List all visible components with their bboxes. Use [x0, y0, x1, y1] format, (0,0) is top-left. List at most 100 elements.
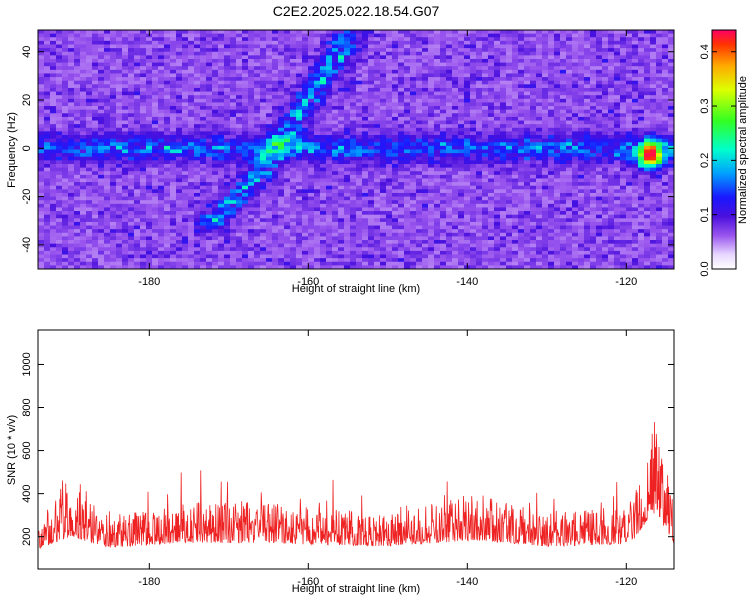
heatmap-cell	[146, 91, 153, 96]
heatmap-cell	[80, 243, 87, 248]
heatmap-cell	[74, 98, 81, 104]
heatmap-cell	[74, 55, 81, 60]
heatmap-cell	[134, 62, 141, 67]
heatmap-cell	[224, 221, 231, 227]
heatmap-cell	[110, 171, 117, 176]
heatmap-cell	[410, 207, 417, 212]
heatmap-cell	[218, 258, 225, 263]
heatmap-cell	[452, 55, 459, 60]
heatmap-cell	[356, 66, 363, 71]
heatmap-cell	[188, 102, 195, 107]
heatmap-cell	[272, 138, 279, 143]
heatmap-cell	[434, 211, 441, 216]
heatmap-cell	[308, 232, 315, 238]
heatmap-cell	[74, 229, 81, 234]
heatmap-cell	[278, 142, 285, 147]
heatmap-cell	[416, 51, 423, 56]
heatmap-cell	[140, 153, 147, 158]
heatmap-cell	[92, 120, 99, 125]
heatmap-cell	[362, 98, 369, 104]
heatmap-cell	[290, 218, 297, 223]
heatmap-cell	[476, 135, 483, 140]
heatmap-cell	[368, 102, 375, 107]
heatmap-cell	[104, 30, 111, 35]
heatmap-cell	[380, 124, 387, 129]
heatmap-cell	[470, 102, 477, 107]
heatmap-cell	[338, 91, 345, 96]
heatmap-cell	[278, 203, 285, 209]
heatmap-cell	[278, 48, 285, 53]
heatmap-cell	[278, 221, 285, 227]
heatmap-cell	[404, 106, 411, 111]
heatmap-cell	[146, 48, 153, 53]
heatmap-cell	[386, 95, 393, 100]
heatmap-cell	[338, 51, 345, 56]
heatmap-cell	[50, 167, 57, 172]
heatmap-cell	[38, 80, 45, 85]
heatmap-cell	[230, 120, 237, 125]
heatmap-cell	[146, 240, 153, 245]
heatmap-cell	[368, 142, 375, 147]
heatmap-cell	[194, 48, 201, 53]
heatmap-cell	[62, 232, 69, 238]
heatmap-cell	[44, 58, 51, 64]
heatmap-cell	[488, 116, 495, 122]
heatmap-cell	[368, 160, 375, 165]
heatmap-cell	[260, 214, 267, 219]
heatmap-cell	[428, 124, 435, 129]
heatmap-cell	[116, 145, 123, 151]
heatmap-cell	[56, 91, 63, 96]
heatmap-cell	[476, 149, 483, 154]
heatmap-cell	[260, 55, 267, 60]
heatmap-cell	[482, 218, 489, 223]
heatmap-cell	[464, 102, 471, 107]
heatmap-cell	[368, 131, 375, 136]
heatmap-cell	[92, 84, 99, 89]
heatmap-cell	[398, 243, 405, 248]
heatmap-cell	[404, 113, 411, 118]
heatmap-cell	[266, 214, 273, 219]
heatmap-cell	[308, 196, 315, 201]
heatmap-cell	[176, 203, 183, 209]
heatmap-cell	[128, 192, 135, 198]
heatmap-cell	[404, 261, 411, 266]
heatmap-cell	[458, 116, 465, 122]
heatmap-cell	[464, 138, 471, 143]
heatmap-cell	[386, 73, 393, 78]
heatmap-cell	[368, 87, 375, 93]
heatmap-cell	[368, 163, 375, 169]
heatmap-cell	[266, 127, 273, 132]
heatmap-cell	[452, 84, 459, 89]
heatmap-cell	[482, 142, 489, 147]
heatmap-cell	[158, 40, 165, 46]
heatmap-cell	[56, 236, 63, 241]
heatmap-cell	[410, 84, 417, 89]
heatmap-cell	[80, 84, 87, 89]
heatmap-cell	[224, 178, 231, 183]
heatmap-cell	[386, 127, 393, 132]
heatmap-cell	[152, 66, 159, 71]
heatmap-cell	[68, 218, 75, 223]
heatmap-cell	[152, 192, 159, 198]
heatmap-cell	[80, 178, 87, 183]
heatmap-cell	[104, 218, 111, 223]
heatmap-cell	[200, 91, 207, 96]
heatmap-cell	[302, 189, 309, 194]
heatmap-cell	[206, 261, 213, 266]
heatmap-cell	[386, 44, 393, 49]
heatmap-cell	[98, 106, 105, 111]
heatmap-cell	[320, 171, 327, 176]
figure-title: C2E2.2025.022.18.54.G07	[273, 3, 440, 19]
heatmap-cell	[248, 160, 255, 165]
heatmap-cell	[326, 48, 333, 53]
heatmap-cell	[128, 240, 135, 245]
heatmap-cell	[188, 192, 195, 198]
heatmap-cell	[278, 95, 285, 100]
heatmap-cell	[440, 77, 447, 82]
heatmap-cell	[176, 174, 183, 180]
heatmap-cell	[80, 116, 87, 122]
heatmap-cell	[98, 171, 105, 176]
heatmap-cell	[236, 66, 243, 71]
heatmap-cell	[134, 236, 141, 241]
heatmap-cell	[74, 265, 81, 269]
